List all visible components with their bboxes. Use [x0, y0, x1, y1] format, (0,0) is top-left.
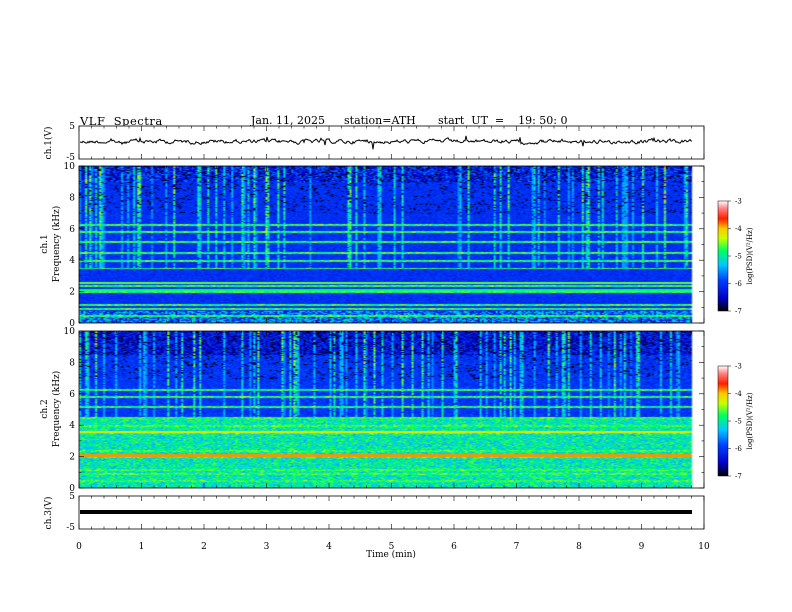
colorbar-tick-label: -4: [735, 225, 742, 233]
ch2-spec-ylabel-frequency: Frequency (kHz): [51, 371, 62, 448]
ch1-ytick-top: 5: [69, 122, 75, 132]
ch1-spec-ylabel-frequency: Frequency (kHz): [51, 206, 62, 283]
date-label: Jan. 11, 2025: [251, 114, 326, 127]
x-tick-label: 7: [514, 542, 520, 552]
station-label: station=ATH: [344, 114, 416, 127]
x-tick-label: 0: [76, 542, 82, 552]
ch1-ytick-bottom: -5: [66, 153, 75, 163]
ch2-spectrogram-panel: 0 2 4 6 8 10 ch.2 Frequency (kHz): [40, 327, 705, 494]
ch1-colorbar-gradient: [717, 200, 729, 312]
colorbar-tick-label: -6: [735, 280, 742, 288]
ch1-spec-ylabel-channel: ch.1: [40, 234, 50, 253]
x-tick-label: 2: [201, 542, 207, 552]
ch1-waveform-trace: [79, 135, 693, 150]
colorbar-tick-label: -7: [735, 308, 742, 316]
x-tick-label: 9: [639, 542, 645, 552]
ch1-waveform-frame: [78, 125, 705, 160]
colorbar-tick-label: -3: [735, 363, 742, 371]
x-tick-label: 3: [264, 542, 270, 552]
ch2-spec-ylabel-channel: ch.2: [40, 399, 50, 418]
colorbar-tick-label: -3: [735, 198, 742, 206]
y-tick-label: 4: [69, 256, 75, 266]
ch2-colorbar-gradient: [717, 365, 729, 477]
ch3-ytick-top: 5: [69, 492, 75, 502]
time-axis-tick-labels: 0 1 2 3 4 5 6 7 8 9 10: [76, 542, 710, 552]
x-tick-label: 1: [139, 542, 145, 552]
ch2-colorbar: -3 -4 -5 -6 -7 log(PSD)(V²/Hz): [717, 363, 754, 481]
y-tick-label: 2: [69, 288, 75, 298]
x-tick-label: 10: [698, 542, 710, 552]
y-tick-label: 0: [69, 319, 75, 329]
y-tick-label: 8: [69, 193, 75, 203]
ch2-spectrogram-image: [79, 331, 704, 488]
y-tick-label: 6: [69, 225, 75, 235]
y-tick-label: 0: [69, 484, 75, 494]
ch3-waveform-trace: [80, 510, 692, 514]
x-tick-label: 8: [576, 542, 582, 552]
ch1-colorbar: -3 -4 -5 -6 -7 log(PSD)(V²/Hz): [717, 198, 754, 316]
y-tick-label: 10: [64, 327, 76, 337]
ch1-waveform-panel: 5 -5 ch.1(V): [43, 122, 705, 163]
y-tick-label: 8: [69, 358, 75, 368]
start-time-label: start UT = 19: 50: 0: [438, 114, 568, 127]
y-tick-label: 10: [64, 162, 76, 172]
x-tick-label: 4: [326, 542, 332, 552]
ch1-spectrogram-image: [79, 166, 704, 323]
x-tick-label: 6: [451, 542, 457, 552]
figure-title: VLF Spectra: [80, 114, 163, 128]
ch1-colorbar-label: log(PSD)(V²/Hz): [746, 227, 754, 284]
ch3-waveform-panel: 5 -5 ch.3(V): [43, 492, 705, 533]
colorbar-tick-label: -6: [735, 445, 742, 453]
y-tick-label: 6: [69, 390, 75, 400]
ch1-ylabel: ch.1(V): [43, 127, 54, 160]
colorbar-tick-label: -5: [735, 253, 742, 261]
y-tick-label: 2: [69, 453, 75, 463]
ch3-ylabel: ch.3(V): [43, 497, 54, 530]
time-axis-ticks: [78, 126, 705, 529]
colorbar-tick-label: -4: [735, 390, 742, 398]
colorbar-tick-label: -5: [735, 418, 742, 426]
x-tick-label: 5: [389, 542, 395, 552]
time-axis-label: Time (min): [366, 549, 416, 560]
ch3-ytick-bottom: -5: [66, 523, 75, 533]
y-tick-label: 4: [69, 421, 75, 431]
ch1-spectrogram-panel: 0 2 4 6 8 10 ch.1 Frequency (kHz): [40, 162, 705, 329]
colorbar-tick-label: -7: [735, 473, 742, 481]
ch2-colorbar-label: log(PSD)(V²/Hz): [746, 392, 754, 449]
